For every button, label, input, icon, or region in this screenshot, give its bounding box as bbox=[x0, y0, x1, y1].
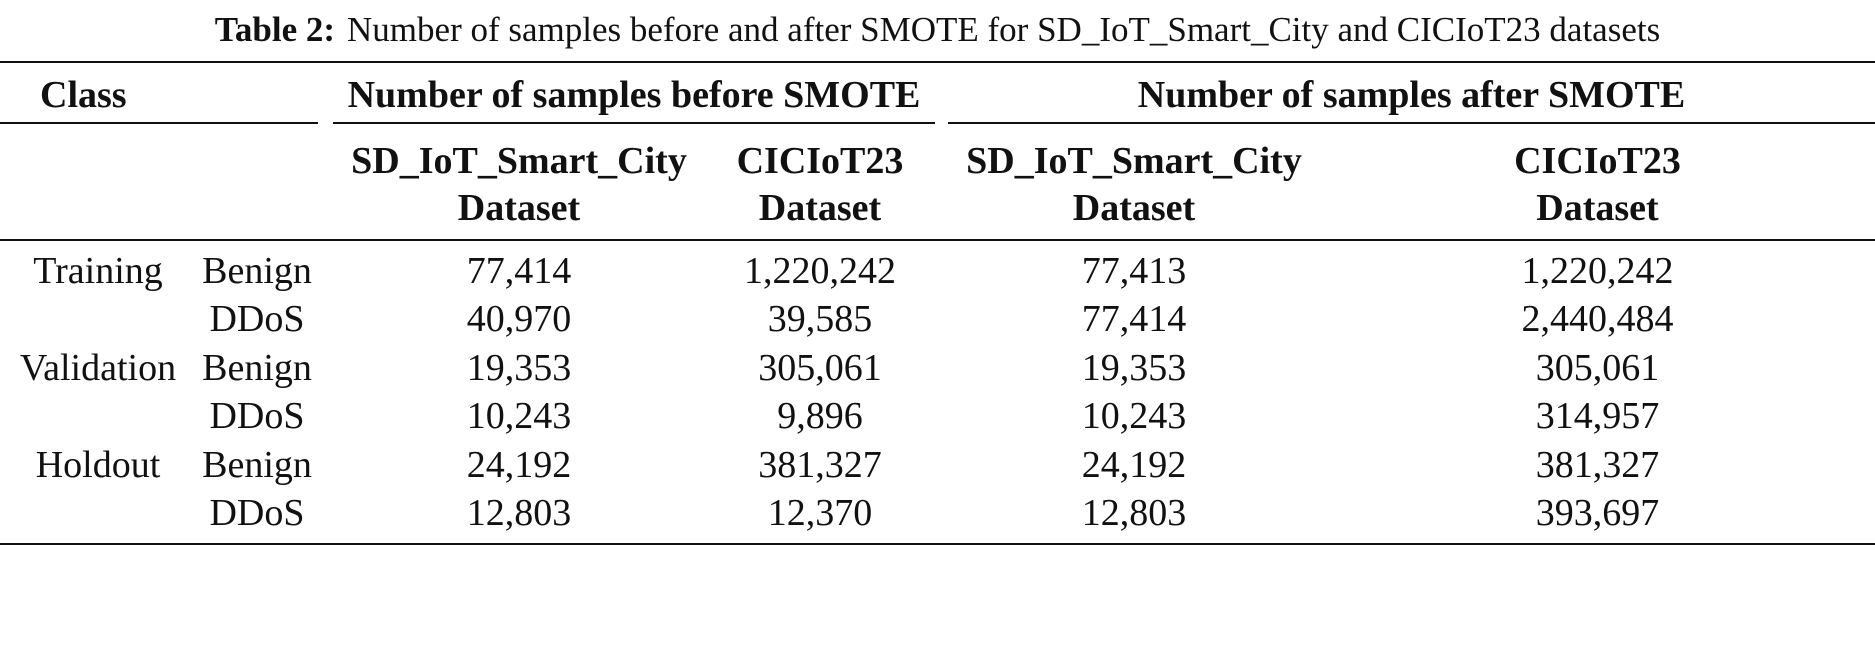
header-after-smote: Number of samples after SMOTE bbox=[1137, 74, 1686, 117]
table-cell: 39,585 bbox=[767, 298, 873, 341]
table-cell: 381,327 bbox=[758, 444, 882, 487]
row-split-label: Holdout bbox=[35, 444, 161, 487]
row-split-label: Training bbox=[33, 250, 163, 293]
row-class-label: Benign bbox=[202, 444, 312, 487]
row-class-label: DDoS bbox=[209, 395, 305, 438]
table-cell: 12,803 bbox=[466, 492, 572, 535]
row-split-label bbox=[0, 393, 196, 441]
table-cell: 24,192 bbox=[1081, 444, 1187, 487]
subheader-before-ciciot23: CICIoT23 Dataset bbox=[705, 140, 935, 230]
table-caption: Table 2: Number of samples before and af… bbox=[0, 0, 1875, 60]
table-cell: 305,061 bbox=[1535, 347, 1660, 390]
row-split-label: Validation bbox=[19, 347, 177, 390]
table-cell: 12,803 bbox=[1081, 492, 1187, 535]
top-rule bbox=[0, 61, 1875, 63]
before-underline bbox=[333, 122, 935, 124]
subheader-line1: SD_IoT_Smart_City bbox=[351, 139, 687, 182]
row-split-label bbox=[0, 296, 196, 344]
row-class-label: DDoS bbox=[209, 492, 305, 535]
subheader-line2: Dataset bbox=[457, 187, 581, 229]
header-bottom-rule bbox=[0, 239, 1875, 241]
class-underline bbox=[0, 122, 318, 124]
subheader-before-sd-iot: SD_IoT_Smart_City Dataset bbox=[333, 140, 705, 230]
subheader-after-ciciot23: CICIoT23 Dataset bbox=[1320, 140, 1875, 230]
table-cell: 24,192 bbox=[466, 444, 572, 487]
row-class-label: Benign bbox=[202, 250, 312, 293]
table-cell: 2,440,484 bbox=[1521, 298, 1674, 341]
table-cell: 77,413 bbox=[1081, 250, 1187, 293]
table-cell: 12,370 bbox=[767, 492, 873, 535]
table-cell: 77,414 bbox=[466, 250, 572, 293]
table-cell: 1,220,242 bbox=[744, 250, 896, 293]
table-cell: 77,414 bbox=[1081, 298, 1187, 341]
row-split-label bbox=[0, 490, 196, 538]
caption-label: Table 2: bbox=[214, 10, 336, 49]
table-cell: 9,896 bbox=[777, 395, 863, 438]
after-underline bbox=[948, 122, 1875, 124]
bottom-rule bbox=[0, 543, 1875, 545]
table-cell: 393,697 bbox=[1535, 492, 1660, 535]
table-cell: 305,061 bbox=[758, 347, 882, 390]
header-before-smote: Number of samples before SMOTE bbox=[347, 74, 921, 117]
table-cell: 19,353 bbox=[1081, 347, 1187, 390]
subheader-line2: Dataset bbox=[1072, 187, 1196, 229]
header-class: Class bbox=[40, 74, 127, 117]
table-cell: 10,243 bbox=[1081, 395, 1187, 438]
row-class-label: Benign bbox=[202, 347, 312, 390]
caption-text: Number of samples before and after SMOTE… bbox=[347, 10, 1661, 49]
table-cell: 381,327 bbox=[1535, 444, 1660, 487]
table-cell: 19,353 bbox=[466, 347, 572, 390]
table-cell: 10,243 bbox=[466, 395, 572, 438]
row-class-label: DDoS bbox=[209, 298, 305, 341]
subheader-after-sd-iot: SD_IoT_Smart_City Dataset bbox=[948, 140, 1320, 230]
table-cell: 314,957 bbox=[1535, 395, 1660, 438]
subheader-line1: CICIoT23 bbox=[1514, 139, 1681, 182]
subheader-line1: CICIoT23 bbox=[736, 139, 904, 182]
subheader-line1: SD_IoT_Smart_City bbox=[966, 139, 1302, 182]
table-cell: 1,220,242 bbox=[1521, 250, 1674, 293]
subheader-line2: Dataset bbox=[758, 187, 882, 229]
subheader-line2: Dataset bbox=[1536, 187, 1659, 229]
table-cell: 40,970 bbox=[466, 298, 572, 341]
